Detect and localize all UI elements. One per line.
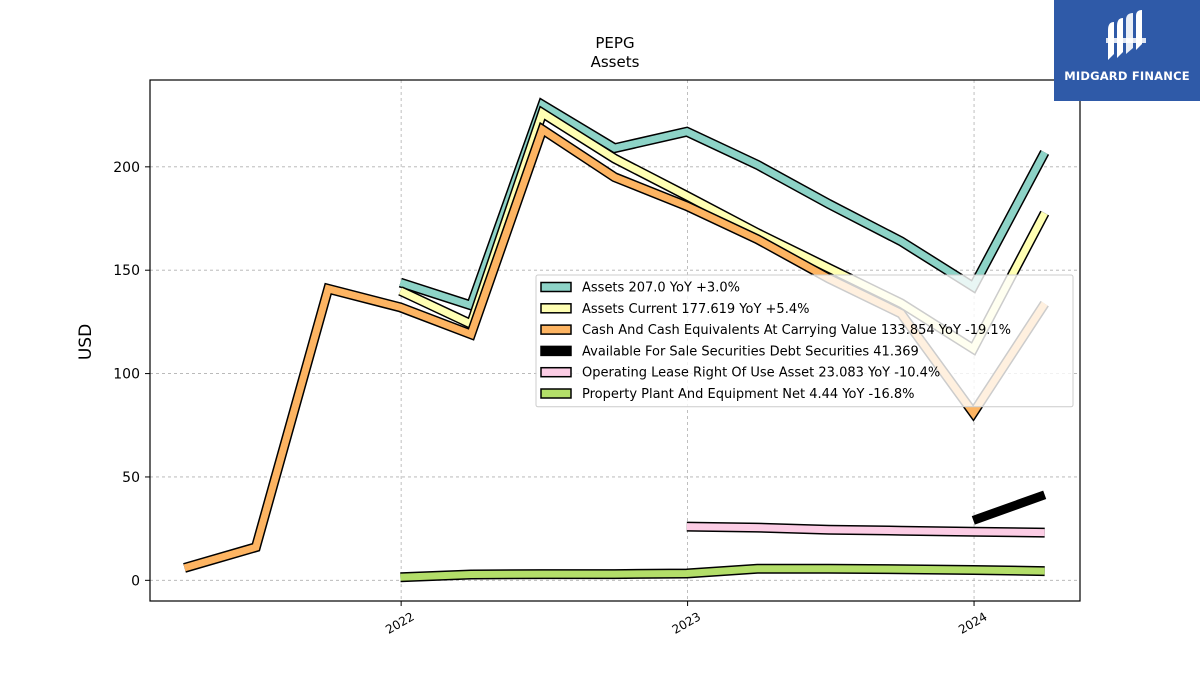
legend-label: Cash And Cash Equivalents At Carrying Va… (582, 323, 1011, 338)
y-tick-label: 200 (113, 160, 140, 176)
x-tick-label: 2024 (956, 609, 989, 636)
legend-swatch (540, 303, 572, 314)
x-tick-label: 2022 (383, 609, 416, 636)
legend-label: Operating Lease Right Of Use Asset 23.08… (582, 366, 940, 381)
legend-swatch (540, 345, 572, 357)
chart-title: PEPG (595, 34, 634, 52)
plot-frame (149, 79, 1081, 602)
legend-swatch (540, 281, 572, 293)
y-tick-label: 0 (131, 573, 140, 589)
y-tick-label: 100 (113, 367, 140, 383)
legend-item: Cash And Cash Equivalents At Carrying Va… (540, 323, 1011, 338)
legend-label: Assets 207.0 YoY +3.0% (582, 281, 740, 296)
legend-item: Available For Sale Securities Debt Secur… (540, 344, 919, 359)
legend-item: Property Plant And Equipment Net 4.44 Yo… (540, 387, 915, 402)
x-axis: 2022 2023 2024 (383, 601, 990, 637)
legend-item: Assets Current 177.619 YoY +5.4% (540, 302, 809, 317)
legend-swatch (540, 366, 572, 378)
series-5 (400, 563, 1045, 583)
series-line (971, 490, 1047, 525)
series-4 (686, 521, 1045, 538)
y-tick-label: 50 (122, 470, 140, 486)
brand-name: MIDGARD FINANCE (1064, 69, 1190, 83)
y-tick-label: 150 (113, 263, 140, 279)
legend-item: Assets 207.0 YoY +3.0% (540, 281, 740, 296)
y-axis: 0 50 100 150 200 (113, 160, 150, 589)
legend: Assets 207.0 YoY +3.0% Assets Current 177… (535, 274, 1074, 408)
legend-label: Assets Current 177.619 YoY +5.4% (582, 302, 809, 317)
legend-item: Operating Lease Right Of Use Asset 23.08… (540, 366, 940, 381)
series-3 (971, 490, 1047, 525)
series-line (400, 565, 1045, 581)
legend-swatch (540, 388, 572, 399)
legend-label: Available For Sale Securities Debt Secur… (582, 344, 919, 359)
x-tick-label: 2023 (670, 609, 703, 636)
brand-logo: MIDGARD FINANCE (1054, 0, 1200, 101)
y-axis-label: USD (76, 324, 96, 360)
midgard-logo-icon (1106, 10, 1146, 60)
legend-box (535, 274, 1074, 408)
legend-swatch (540, 324, 572, 335)
chart-subtitle: Assets (591, 53, 640, 71)
series-line (686, 523, 1045, 537)
legend-label: Property Plant And Equipment Net 4.44 Yo… (582, 387, 915, 402)
